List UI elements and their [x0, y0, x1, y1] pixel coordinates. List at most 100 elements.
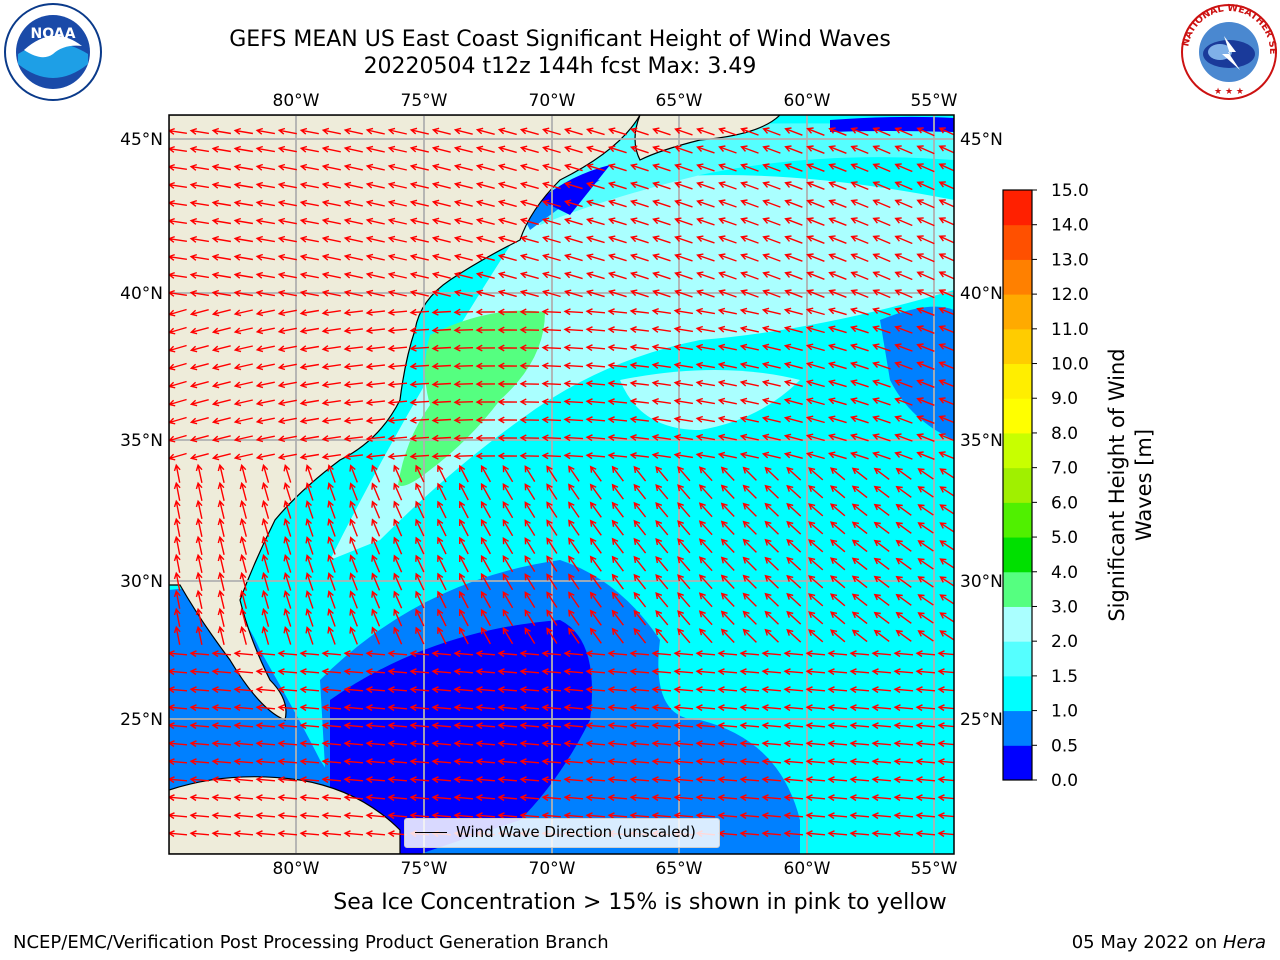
- wave-direction-arrow: [806, 163, 825, 172]
- wave-direction-arrow: [497, 362, 518, 370]
- wave-direction-arrow: [827, 686, 848, 694]
- colorbar-tick-label: 5.0: [1051, 528, 1078, 548]
- wave-direction-arrow: [277, 345, 297, 353]
- wave-direction-arrow: [677, 538, 691, 554]
- wave-direction-arrow: [255, 289, 276, 297]
- wave-direction-arrow: [475, 344, 496, 352]
- wave-direction-arrow: [740, 163, 759, 172]
- wave-direction-arrow: [365, 127, 385, 135]
- wave-direction-arrow: [805, 704, 826, 712]
- wave-direction-arrow: [568, 483, 580, 500]
- wave-direction-arrow: [261, 463, 270, 483]
- wave-direction-arrow: [764, 610, 779, 625]
- wave-direction-arrow: [233, 668, 254, 676]
- wave-direction-arrow: [739, 415, 759, 423]
- wave-direction-arrow: [546, 519, 558, 536]
- wave-direction-arrow: [806, 181, 825, 190]
- wave-direction-arrow: [343, 145, 363, 153]
- wave-direction-arrow: [541, 722, 562, 730]
- wave-direction-arrow: [895, 629, 912, 642]
- wave-direction-arrow: [321, 271, 341, 279]
- lon-label-top: 70°W: [529, 91, 576, 111]
- wave-direction-arrow: [387, 127, 407, 135]
- wave-direction-arrow: [475, 398, 496, 406]
- wave-direction-arrow: [255, 271, 276, 279]
- wave-direction-arrow: [783, 650, 804, 658]
- wave-direction-arrow: [255, 417, 275, 425]
- wave-direction-arrow: [453, 704, 474, 712]
- wave-direction-arrow: [387, 145, 407, 153]
- wave-direction-arrow: [872, 397, 891, 406]
- wave-direction-arrow: [673, 704, 694, 712]
- wave-direction-arrow: [277, 381, 297, 389]
- wave-direction-arrow: [871, 740, 892, 748]
- wave-direction-arrow: [299, 235, 319, 243]
- wave-direction-arrow: [849, 776, 870, 784]
- wave-direction-arrow: [895, 521, 912, 534]
- wave-direction-arrow: [519, 758, 540, 766]
- wave-direction-arrow: [630, 181, 649, 190]
- lat-label-right: 30°N: [960, 572, 1003, 592]
- wave-direction-arrow: [872, 217, 891, 227]
- wave-direction-arrow: [431, 704, 452, 712]
- wave-direction-arrow: [502, 554, 514, 573]
- wave-direction-arrow: [299, 127, 319, 135]
- wave-direction-arrow: [453, 181, 473, 189]
- wave-direction-arrow: [475, 668, 496, 676]
- wave-direction-arrow: [283, 482, 292, 501]
- wave-direction-arrow: [849, 668, 870, 676]
- wave-direction-arrow: [652, 289, 671, 298]
- wave-direction-arrow: [894, 253, 913, 263]
- wave-direction-arrow: [393, 554, 403, 573]
- wave-band-3-4m: [398, 310, 545, 486]
- wave-direction-arrow: [568, 591, 580, 608]
- wave-direction-arrow: [607, 668, 628, 676]
- wave-direction-arrow: [387, 289, 407, 297]
- wave-direction-arrow: [589, 609, 602, 626]
- wave-direction-arrow: [677, 520, 691, 536]
- colorbar-tick-label: 1.0: [1051, 702, 1078, 722]
- wave-direction-arrow: [916, 271, 935, 281]
- wave-direction-arrow: [497, 289, 517, 298]
- wave-direction-arrow: [321, 217, 341, 225]
- wave-direction-arrow: [739, 722, 760, 730]
- wave-direction-arrow: [211, 345, 231, 353]
- wave-direction-arrow: [585, 704, 606, 712]
- wave-direction-arrow: [651, 307, 672, 315]
- wave-direction-arrow: [169, 704, 188, 712]
- wave-direction-arrow: [720, 574, 735, 589]
- wave-direction-arrow: [387, 758, 408, 766]
- wave-direction-arrow: [480, 626, 492, 645]
- wave-direction-arrow: [937, 758, 954, 766]
- wave-direction-arrow: [655, 501, 669, 518]
- wave-direction-arrow: [211, 181, 232, 189]
- wave-direction-arrow: [585, 758, 606, 766]
- wave-direction-arrow: [586, 199, 605, 208]
- wave-direction-arrow: [305, 500, 314, 519]
- wave-direction-arrow: [872, 379, 891, 388]
- wave-direction-arrow: [629, 794, 650, 802]
- colorbar-tick-label: 13.0: [1051, 250, 1089, 270]
- wave-direction-arrow: [277, 145, 297, 153]
- map-area: [169, 115, 954, 854]
- wave-direction-arrow: [431, 758, 452, 766]
- wave-direction-arrow: [169, 758, 188, 766]
- wave-direction-arrow: [453, 758, 474, 766]
- wave-direction-arrow: [607, 416, 628, 424]
- wave-direction-arrow: [255, 830, 276, 838]
- wave-direction-arrow: [343, 722, 364, 730]
- wave-direction-arrow: [720, 592, 735, 607]
- wave-direction-arrow: [431, 722, 452, 730]
- wave-direction-arrow: [873, 521, 890, 534]
- wave-direction-arrow: [695, 343, 716, 351]
- wave-direction-arrow: [475, 794, 496, 802]
- wave-direction-arrow: [783, 433, 803, 441]
- wave-direction-arrow: [299, 417, 320, 425]
- wave-direction-arrow: [916, 289, 935, 299]
- wave-direction-arrow: [453, 199, 473, 207]
- wave-direction-arrow: [696, 289, 715, 298]
- wave-direction-arrow: [720, 484, 735, 499]
- wave-direction-arrow: [409, 271, 429, 279]
- wave-direction-arrow: [169, 740, 188, 748]
- lat-label-left: 40°N: [120, 284, 163, 304]
